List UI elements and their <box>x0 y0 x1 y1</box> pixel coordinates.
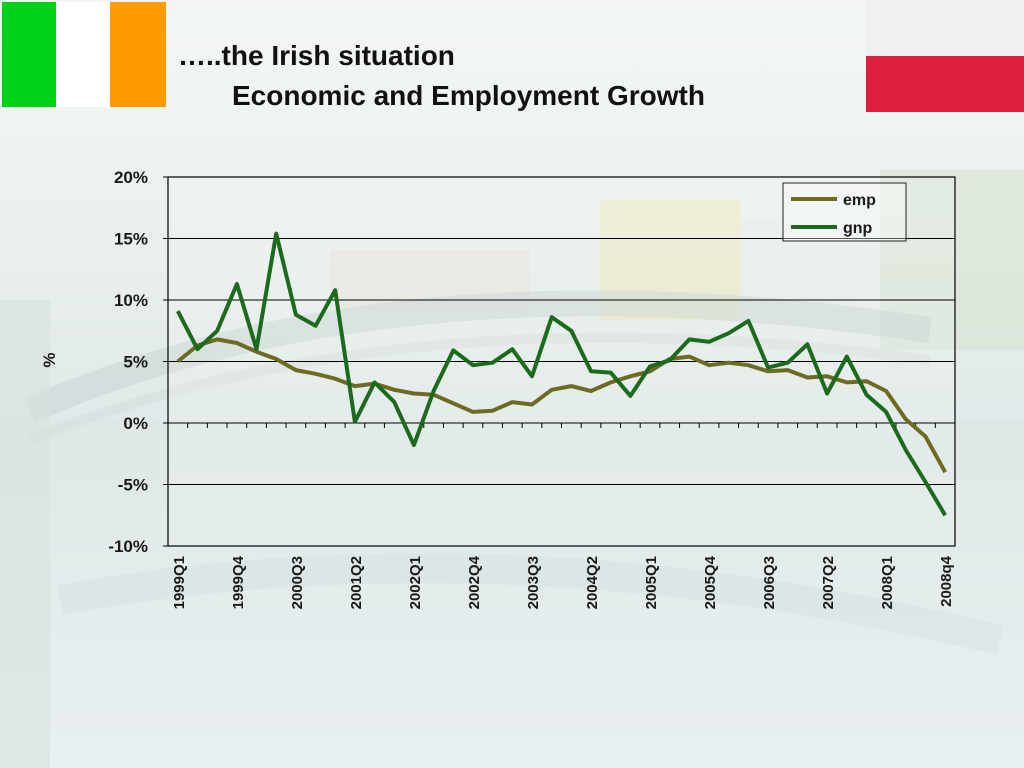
x-tick-label: 2002Q4 <box>466 555 483 609</box>
y-tick-label: 0% <box>123 414 148 433</box>
y-tick-label: 15% <box>114 230 148 249</box>
legend-label-emp: emp <box>843 192 876 209</box>
slide-title-line1: …..the Irish situation <box>178 40 455 71</box>
x-tick-label: 2005Q4 <box>702 555 719 609</box>
legend-label-gnp: gnp <box>843 220 873 237</box>
series-line-emp <box>176 337 947 474</box>
ireland-flag-orange <box>110 2 166 107</box>
x-tick-label: 2006Q3 <box>761 556 778 609</box>
ireland-flag-white <box>56 2 110 107</box>
slide-title-line2: Economic and Employment Growth <box>232 80 705 111</box>
poland-flag <box>866 0 1024 112</box>
x-tick-label: 2004Q2 <box>584 556 601 609</box>
y-tick-label: 10% <box>114 291 148 310</box>
ireland-flag <box>0 0 168 107</box>
y-tick-label: -10% <box>108 537 148 556</box>
series-line-gnp <box>176 231 947 517</box>
x-tick-label: 2008q4 <box>938 555 955 607</box>
x-tick-label: 2007Q2 <box>820 556 837 609</box>
x-tick-label: 2001Q2 <box>348 556 365 609</box>
poland-flag-red <box>866 56 1024 112</box>
x-tick-label: 2003Q3 <box>525 556 542 609</box>
x-tick-label: 2002Q1 <box>407 556 424 609</box>
legend-box <box>782 182 907 242</box>
poland-flag-white <box>866 0 1024 56</box>
ireland-flag-green <box>2 2 56 107</box>
x-tick-label: 2005Q1 <box>643 556 660 609</box>
y-tick-label: -5% <box>118 476 148 495</box>
x-tick-label: 1999Q1 <box>171 556 188 609</box>
y-tick-label: 5% <box>123 353 148 372</box>
y-tick-label: 20% <box>114 168 148 187</box>
y-axis-label: % <box>40 352 59 367</box>
x-tick-label: 2000Q3 <box>289 556 306 609</box>
x-tick-label: 2008Q1 <box>879 556 896 609</box>
x-tick-label: 1999Q4 <box>230 555 247 609</box>
